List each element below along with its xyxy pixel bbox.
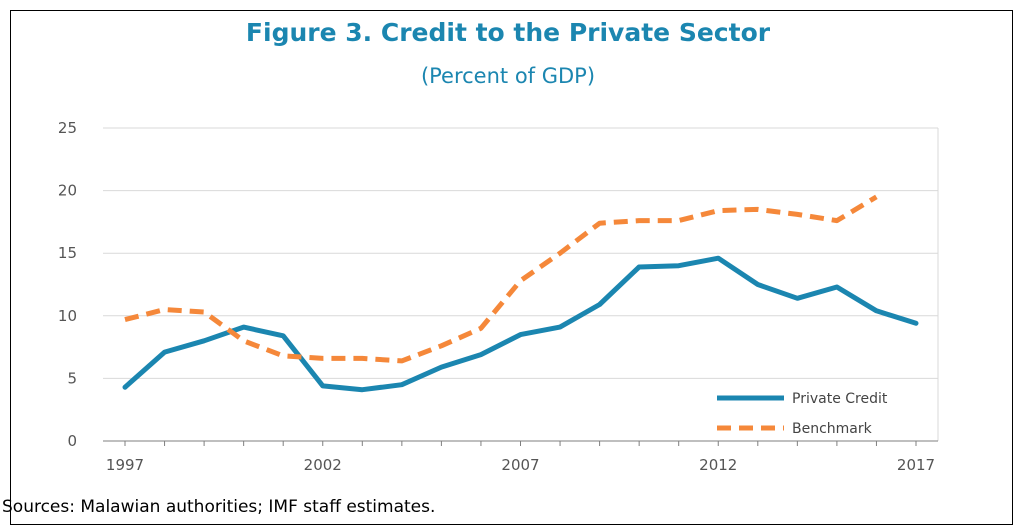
benchmark-line bbox=[124, 194, 878, 364]
x-tick-labels: 1997 2002 2007 2012 2017 bbox=[106, 456, 935, 474]
y-tick-label: 25 bbox=[58, 119, 77, 137]
y-tick-label: 0 bbox=[67, 432, 77, 450]
y-tick-label: 5 bbox=[67, 369, 77, 387]
legend: Private Credit Benchmark bbox=[717, 391, 888, 437]
y-tick-label: 10 bbox=[58, 307, 77, 325]
x-tick-label: 2007 bbox=[501, 456, 539, 474]
chart-title: Figure 3. Credit to the Private Sector bbox=[245, 18, 771, 47]
chart-subtitle: (Percent of GDP) bbox=[420, 64, 596, 88]
x-tick-label: 1997 bbox=[106, 456, 144, 474]
source-note: Sources: Malawian authorities; IMF staff… bbox=[2, 497, 436, 517]
legend-label-private-credit: Private Credit bbox=[792, 391, 888, 407]
series-lines bbox=[122, 194, 919, 393]
x-tick-label: 2017 bbox=[897, 456, 935, 474]
y-tick-label: 20 bbox=[58, 182, 77, 200]
x-tick-label: 2002 bbox=[304, 456, 342, 474]
y-tick-label: 15 bbox=[58, 244, 77, 262]
y-tick-labels: 0 5 10 15 20 25 bbox=[58, 119, 77, 450]
x-tick-label: 2012 bbox=[699, 456, 737, 474]
private-credit-line bbox=[122, 255, 919, 393]
legend-label-benchmark: Benchmark bbox=[792, 421, 873, 437]
axes bbox=[103, 127, 939, 446]
gridlines bbox=[103, 127, 938, 379]
